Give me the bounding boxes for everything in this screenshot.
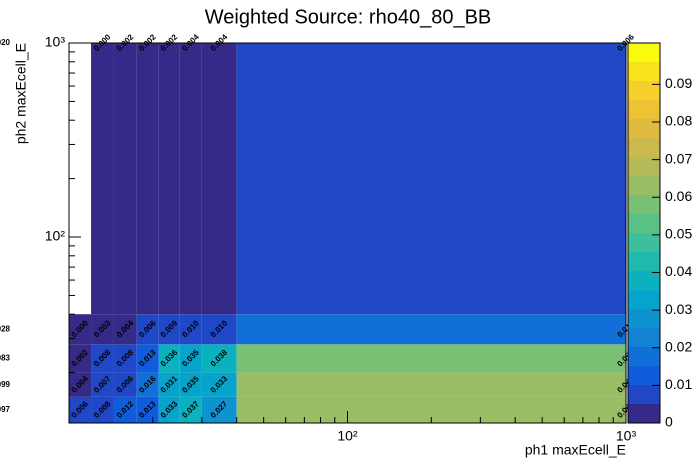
heatmap-cell	[236, 372, 626, 397]
heatmap-cell	[91, 372, 114, 397]
heatmap-cell	[91, 43, 114, 315]
x-axis-label: ph1 maxEcell_E	[525, 442, 626, 458]
palette-box	[628, 100, 660, 119]
z-tick-label: 0.06	[665, 188, 692, 204]
palette-box	[628, 290, 660, 309]
palette-box	[628, 43, 660, 62]
heatmap-cell	[158, 344, 180, 373]
palette-box	[628, 62, 660, 81]
z-tick-label: 0.07	[665, 150, 692, 166]
heatmap-cell	[179, 372, 202, 397]
heatmap-cell	[201, 344, 237, 373]
z-tick-label: 0.05	[665, 226, 692, 242]
y-tick-label: 10³	[45, 34, 66, 50]
heatmap-cell	[236, 314, 626, 345]
palette-box	[628, 157, 660, 176]
heatmap-cells	[69, 43, 626, 423]
palette-box	[628, 309, 660, 328]
x-tick-label: 10²	[337, 428, 358, 444]
heatmap-cell	[136, 314, 159, 345]
y-tick-label: 10²	[45, 228, 66, 244]
palette-box	[628, 404, 660, 423]
heatmap-cell	[179, 43, 202, 315]
palette-box	[628, 233, 660, 252]
heatmap-cell	[236, 344, 626, 373]
z-tick-label: 0.02	[665, 338, 692, 354]
palette-box	[628, 214, 660, 233]
palette-box	[628, 138, 660, 157]
heatmap-cell	[91, 396, 114, 423]
heatmap-cell	[113, 372, 137, 397]
heatmap-cell	[236, 43, 626, 315]
heatmap-cell	[136, 372, 159, 397]
palette-box	[628, 176, 660, 195]
palette-box	[628, 81, 660, 100]
heatmap-cell	[91, 344, 114, 373]
z-tick-label: 0.01	[665, 376, 692, 392]
heatmap-cell	[158, 372, 180, 397]
heatmap-cell	[69, 344, 92, 373]
cell-label: 0.020	[0, 38, 11, 47]
heatmap-cell	[113, 396, 137, 423]
palette-box	[628, 119, 660, 138]
cell-label: 0.028	[0, 324, 11, 333]
heatmap-cell	[201, 396, 237, 423]
palette-box	[628, 271, 660, 290]
palette-box	[628, 385, 660, 404]
palette-box	[628, 195, 660, 214]
heatmap-cell	[158, 314, 180, 345]
heatmap-cell	[136, 344, 159, 373]
z-tick-label: 0.03	[665, 301, 692, 317]
palette-box	[628, 366, 660, 385]
heatmap-cell	[201, 43, 237, 315]
heatmap-cell	[179, 396, 202, 423]
heatmap-cell	[69, 396, 92, 423]
heatmap-cell	[158, 43, 180, 315]
cell-label: 0.097	[0, 405, 11, 414]
heatmap-cell	[113, 43, 137, 315]
heatmap-cell	[179, 344, 202, 373]
heatmap-cell	[158, 396, 180, 423]
heatmap-cell	[201, 314, 237, 345]
cell-label: 0.099	[0, 380, 11, 389]
palette-box	[628, 252, 660, 271]
x-tick-label: 10³	[616, 428, 637, 444]
heatmap-cell	[136, 43, 159, 315]
heatmap-cell	[113, 314, 137, 345]
heatmap-cell	[69, 314, 92, 345]
heatmap-cell	[201, 372, 237, 397]
heatmap-cell	[179, 314, 202, 345]
z-tick-label: 0.09	[665, 75, 692, 91]
cell-label: 0.083	[0, 354, 11, 363]
heatmap-cell	[136, 396, 159, 423]
palette-box	[628, 328, 660, 347]
chart-title: Weighted Source: rho40_80_BB	[205, 6, 492, 28]
palette-box	[628, 347, 660, 366]
heatmap-cell	[91, 314, 114, 345]
y-axis-label: ph2 maxEcell_E	[13, 43, 29, 144]
z-tick-label: 0	[665, 414, 673, 430]
z-tick-label: 0.04	[665, 263, 692, 279]
palette-frame	[627, 42, 661, 424]
heatmap-cell	[69, 372, 92, 397]
heatmap-cell	[113, 344, 137, 373]
z-tick-label: 0.08	[665, 113, 692, 129]
